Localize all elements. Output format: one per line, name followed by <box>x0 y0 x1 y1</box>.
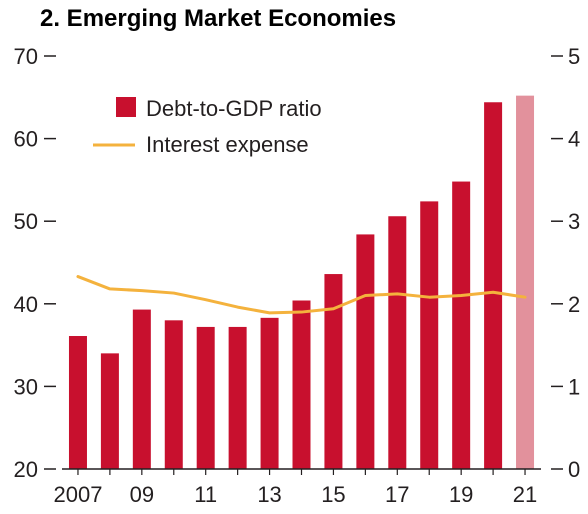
legend-bar-swatch <box>116 97 136 117</box>
bar-debt-2010 <box>164 320 183 469</box>
y-right-tick-label-0: 0 <box>568 457 580 482</box>
bar-debt-2007 <box>68 336 87 469</box>
plot-area: 2007 09 11 13 15 17 19 21 20 30 40 50 60 70 0 1 2 3 4 5 <box>14 44 581 507</box>
line-interest-expense <box>76 275 527 315</box>
bar-debt-2012 <box>228 326 247 469</box>
legend-label-bar: Debt-to-GDP ratio <box>146 96 322 121</box>
x-tick-label-2019: 19 <box>449 482 473 507</box>
bar-debt-2016 <box>356 234 375 469</box>
bar-debt-2015 <box>324 274 343 469</box>
legend: Debt-to-GDP ratio Interest expense <box>93 96 322 157</box>
y-left-tick-label-40: 40 <box>14 292 38 317</box>
x-tick-label-2013: 13 <box>257 482 281 507</box>
bar-debt-2011 <box>196 326 215 469</box>
bar-debt-2009 <box>132 309 151 469</box>
x-tick-label-2015: 15 <box>321 482 345 507</box>
y-left-tick-label-70: 70 <box>14 44 38 69</box>
x-tick-label-2009: 09 <box>130 482 154 507</box>
bar-debt-2019 <box>452 181 471 470</box>
y-left-tick-label-50: 50 <box>14 209 38 234</box>
x-tick-label-2007: 2007 <box>53 482 102 507</box>
y-right-tick-label-1: 1 <box>568 374 580 399</box>
bar-debt-2021 <box>516 95 535 470</box>
y-right-tick-label-4: 4 <box>568 127 580 152</box>
bar-debt-2013 <box>260 317 279 469</box>
y-left-tick-label-60: 60 <box>14 127 38 152</box>
bar-debt-2017 <box>388 216 407 469</box>
y-right-tick-label-2: 2 <box>568 292 580 317</box>
bar-debt-2020 <box>484 102 503 469</box>
y-right-tick-label-3: 3 <box>568 209 580 234</box>
chart-title: 2. Emerging Market Economies <box>40 5 396 32</box>
bar-debt-2008 <box>100 353 119 469</box>
y-right-tick-label-5: 5 <box>568 44 580 69</box>
y-left-tick-label-30: 30 <box>14 374 38 399</box>
bar-debt-2018 <box>420 201 439 469</box>
y-left-tick-label-20: 20 <box>14 457 38 482</box>
legend-label-line: Interest expense <box>146 132 309 157</box>
x-tick-label-2011: 11 <box>194 482 217 507</box>
bar-debt-2014 <box>292 300 311 469</box>
x-tick-label-2017: 17 <box>385 482 409 507</box>
x-tick-label-2021: 21 <box>513 482 537 507</box>
